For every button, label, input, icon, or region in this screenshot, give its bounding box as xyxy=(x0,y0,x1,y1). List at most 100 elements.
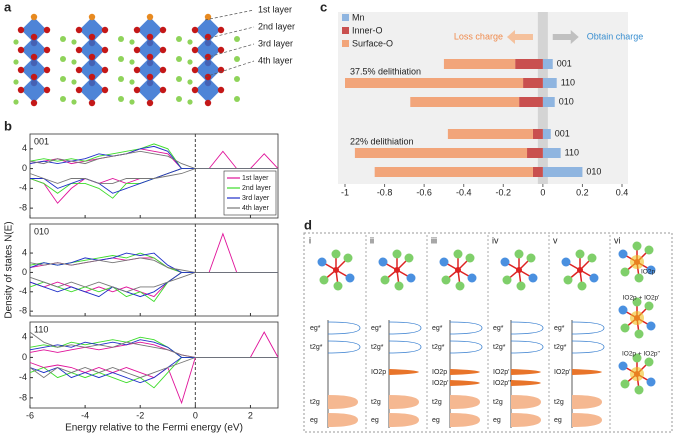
category-label: 001 xyxy=(555,128,570,138)
o-atom xyxy=(217,26,225,34)
arrow-left xyxy=(506,30,533,44)
category-label: 110 xyxy=(561,77,575,87)
o-atom xyxy=(133,46,141,54)
octahedron xyxy=(79,37,105,63)
level-label: t2g* xyxy=(371,344,384,351)
x-tick-label: -0.8 xyxy=(377,187,393,197)
o-atom xyxy=(17,46,25,54)
li-atom xyxy=(234,56,240,62)
dos-line xyxy=(29,356,278,379)
category-label: 010 xyxy=(586,166,601,176)
bar-segment xyxy=(354,148,528,158)
level-label: t2g xyxy=(432,399,442,406)
o-atom xyxy=(30,33,38,41)
atom xyxy=(561,257,571,267)
bonding-band xyxy=(572,413,602,427)
dos-line xyxy=(29,150,278,170)
bonding-band xyxy=(389,413,419,427)
atom xyxy=(317,257,327,267)
atom xyxy=(514,249,524,259)
atom xyxy=(644,245,654,255)
li-atom xyxy=(60,96,66,102)
bar-segment xyxy=(532,167,543,177)
o-atom xyxy=(191,86,199,94)
atom xyxy=(634,385,644,395)
li-atom xyxy=(234,76,240,82)
o-atom xyxy=(146,99,154,107)
bar-segment xyxy=(443,59,516,69)
panel-label: a xyxy=(4,0,12,14)
caption: IO2p xyxy=(641,269,655,276)
o-atom xyxy=(204,73,212,81)
level-label: t2g xyxy=(371,399,381,406)
x-tick-label: 0.4 xyxy=(616,187,629,197)
o-atom xyxy=(191,46,199,54)
atom xyxy=(618,305,628,315)
legend-swatch xyxy=(342,14,349,21)
o-atom xyxy=(17,26,25,34)
x-tick-label: 2 xyxy=(248,410,253,420)
li-atom xyxy=(71,79,77,85)
bonding-band xyxy=(328,413,358,427)
o-atom xyxy=(75,26,83,34)
dos-line xyxy=(29,252,278,273)
x-tick-label: 0 xyxy=(193,410,198,420)
octahedron xyxy=(79,17,105,43)
bar-segment xyxy=(519,97,543,107)
o-atom xyxy=(204,53,212,61)
o-atom xyxy=(204,13,212,21)
atom xyxy=(620,379,630,389)
bar-segment xyxy=(527,148,543,158)
li-atom xyxy=(60,36,66,42)
panel-label: b xyxy=(4,118,12,133)
legend-label: 2nd layer xyxy=(242,185,271,192)
o-atom xyxy=(204,99,212,107)
annotation: Loss charge xyxy=(454,31,503,41)
level-label: eg xyxy=(371,417,379,424)
level-label: eg* xyxy=(310,325,321,332)
atom xyxy=(455,281,465,291)
legend-swatch xyxy=(342,27,349,34)
dos-line xyxy=(29,148,279,170)
atom xyxy=(577,281,587,291)
atom xyxy=(319,275,329,285)
li-atom xyxy=(187,99,193,105)
o-atom xyxy=(146,33,154,41)
bar-segment xyxy=(523,78,543,88)
plot-frame xyxy=(29,133,279,219)
x-tick-label: -1 xyxy=(341,187,349,197)
atom xyxy=(439,257,449,267)
antibonding-band xyxy=(510,321,544,335)
o-atom xyxy=(159,86,167,94)
panel-box xyxy=(303,232,673,433)
x-tick-label: -6 xyxy=(26,410,34,420)
atom xyxy=(563,275,573,285)
bar-segment xyxy=(374,167,533,177)
li-atom xyxy=(71,59,77,65)
y-tick-label: -4 xyxy=(19,183,27,193)
panel-label: d xyxy=(304,217,312,232)
plot-frame xyxy=(29,321,279,409)
x-tick-label: -4 xyxy=(81,410,89,420)
io-highlight xyxy=(630,255,644,269)
li-atom xyxy=(13,59,19,65)
bonding-band xyxy=(389,395,419,409)
atom xyxy=(465,253,475,263)
y-tick-label: -4 xyxy=(19,286,27,296)
atom xyxy=(404,253,414,263)
dos-line xyxy=(29,145,278,170)
atom xyxy=(343,253,353,263)
atom xyxy=(644,357,654,367)
y-axis-label: Density of states N(E) xyxy=(4,221,15,318)
antibonding-band xyxy=(449,340,483,354)
atom xyxy=(589,273,599,283)
x-tick-label: -2 xyxy=(136,410,144,420)
y-tick-label: -4 xyxy=(19,372,27,382)
li-atom xyxy=(129,59,135,65)
li-atom xyxy=(13,99,19,105)
atom xyxy=(345,273,355,283)
io-highlight xyxy=(630,311,644,325)
dos-line xyxy=(29,339,278,358)
o-atom xyxy=(43,26,51,34)
li-atom xyxy=(13,79,19,85)
